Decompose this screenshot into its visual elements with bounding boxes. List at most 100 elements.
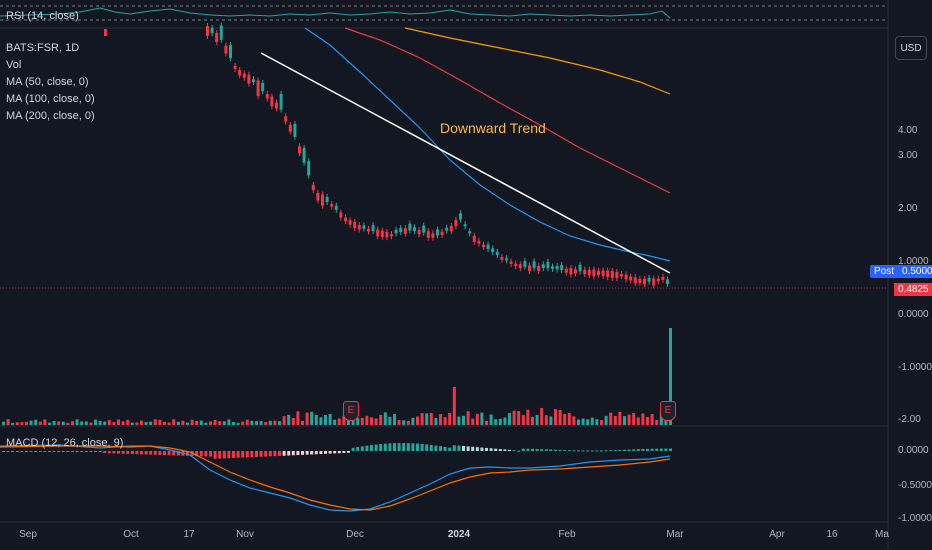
- macd-bar: [107, 451, 111, 454]
- macd-bar: [485, 447, 488, 451]
- macd-bar: [374, 444, 378, 451]
- macd-bar: [370, 445, 373, 451]
- vol-label[interactable]: Vol: [6, 59, 22, 71]
- candle: [638, 278, 642, 283]
- rsi-line: [0, 7, 671, 19]
- candle: [592, 269, 596, 277]
- candle: [408, 223, 412, 231]
- volume-bar: [57, 421, 61, 425]
- volume-bar: [632, 413, 636, 425]
- macd-bar: [167, 451, 171, 456]
- macd-bar: [452, 445, 456, 451]
- volume-bar: [43, 419, 47, 425]
- volume-bar: [144, 421, 148, 425]
- macd-bar: [112, 451, 116, 454]
- candle: [583, 269, 587, 275]
- volume-bar: [255, 421, 258, 425]
- price-tick: 2.00: [898, 203, 918, 214]
- earnings-icon[interactable]: E: [343, 401, 359, 421]
- candle: [666, 279, 669, 284]
- macd-bar: [172, 451, 176, 456]
- macd-bar: [204, 451, 208, 457]
- candle: [468, 231, 472, 234]
- candle: [574, 269, 577, 274]
- ma50-label[interactable]: MA (50, close, 0): [6, 76, 89, 88]
- volume-bar: [250, 420, 254, 425]
- macd-bar: [618, 449, 622, 451]
- macd-bar: [209, 451, 212, 457]
- candle: [560, 265, 564, 271]
- macd-bar: [149, 451, 153, 455]
- volume-bar: [319, 417, 323, 425]
- macd-bar: [245, 451, 249, 458]
- candle: [247, 74, 251, 84]
- candle: [624, 274, 628, 280]
- volume-bar: [218, 421, 222, 425]
- volume-bar: [517, 411, 521, 425]
- trendline[interactable]: [260, 52, 671, 274]
- price-tick: -2.00: [898, 414, 921, 425]
- macd-bar: [296, 451, 300, 456]
- macd-bar: [305, 451, 309, 455]
- volume-bar: [503, 417, 507, 425]
- macd-bar: [581, 450, 585, 452]
- macd-bar: [457, 445, 461, 451]
- rsi-label[interactable]: RSI (14, close): [6, 10, 79, 22]
- volume-bar: [181, 420, 185, 425]
- candle: [224, 45, 228, 54]
- candle: [615, 271, 619, 279]
- volume-bar: [2, 421, 5, 425]
- time-tick: Nov: [236, 529, 254, 540]
- macd-bar: [126, 451, 130, 454]
- candle: [367, 228, 370, 232]
- candle: [390, 234, 393, 237]
- macd-bar: [52, 451, 56, 452]
- time-tick: Feb: [558, 529, 576, 540]
- volume-bar: [153, 419, 157, 425]
- volume-bar: [140, 420, 143, 425]
- ma100-label[interactable]: MA (100, close, 0): [6, 93, 95, 105]
- macd-bar: [632, 449, 636, 451]
- candle: [265, 93, 269, 99]
- volume-bar: [135, 422, 139, 425]
- volume-bar: [264, 422, 268, 425]
- macd-bar: [512, 450, 516, 452]
- currency-button[interactable]: USD: [895, 36, 927, 60]
- macd-label[interactable]: MACD (12, 26, close, 9): [6, 437, 124, 449]
- earnings-icon[interactable]: E: [660, 401, 676, 421]
- volume-series: [2, 328, 672, 425]
- candle: [509, 261, 513, 264]
- volume-bar: [581, 418, 585, 425]
- trend-annotation[interactable]: Downward Trend: [440, 120, 546, 136]
- volume-bar: [416, 416, 419, 425]
- candle: [385, 231, 389, 238]
- macd-bar: [623, 449, 626, 451]
- volume-bar: [554, 409, 557, 425]
- macd-bar: [388, 443, 392, 451]
- volume-bar: [452, 387, 456, 425]
- candle: [348, 220, 352, 225]
- macd-bar: [43, 451, 47, 452]
- macd-bar: [158, 451, 162, 455]
- candle: [606, 270, 610, 278]
- macd-bar: [420, 443, 424, 451]
- volume-bar: [641, 413, 645, 425]
- time-tick: 17: [183, 529, 195, 540]
- candle: [104, 29, 107, 36]
- volume-bar: [480, 412, 484, 425]
- candle: [394, 229, 398, 234]
- macd-bar: [489, 448, 493, 451]
- volume-bar: [439, 414, 442, 425]
- macd-bar: [287, 451, 291, 456]
- ma200-label[interactable]: MA (200, close, 0): [6, 110, 95, 122]
- volume-bar: [84, 421, 88, 425]
- volume-bar: [337, 418, 341, 425]
- volume-bar: [310, 411, 314, 425]
- volume-bar: [98, 420, 102, 425]
- time-tick: Apr: [769, 529, 785, 540]
- volume-bar: [241, 421, 245, 425]
- symbol-label[interactable]: BATS:FSR, 1D: [6, 42, 80, 54]
- volume-bar: [531, 416, 534, 425]
- candle: [311, 184, 315, 191]
